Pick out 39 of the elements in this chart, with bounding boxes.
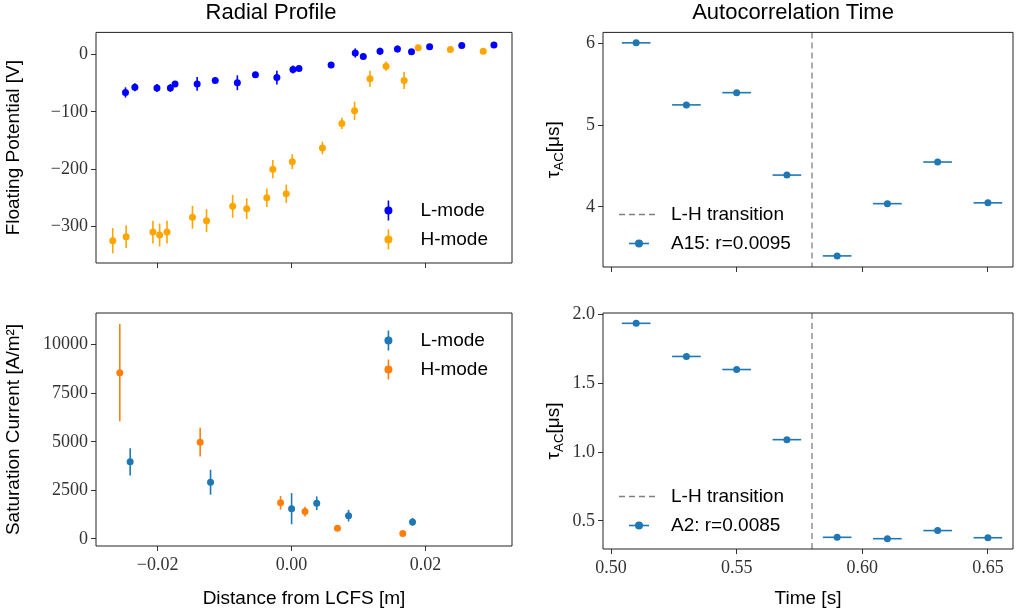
legend-label: H-mode (420, 227, 488, 249)
y-tick-label: 0.5 (572, 509, 595, 530)
ref-line-label: L-H transition (671, 202, 784, 224)
x-tick-label: 0.55 (720, 556, 753, 577)
y-tick-label: 5 (586, 114, 595, 135)
y-tick-label: −100 (50, 100, 88, 121)
y-axis-title: Saturation Current [A/m²] (2, 323, 24, 536)
ref-line-label: L-H transition (671, 484, 784, 506)
chart-title: Radial Profile (205, 0, 337, 25)
legend-label: L-mode (420, 198, 485, 220)
y-axis-title: τAC[μs] (542, 402, 567, 460)
y-tick-label: 1.5 (572, 372, 595, 393)
y-tick-label: 6 (586, 32, 595, 53)
y-tick-label: 0 (79, 527, 88, 548)
x-axis-title: Distance from LCFS [m] (202, 586, 406, 608)
y-tick-label: 4 (586, 195, 595, 216)
y-tick-label: 7500 (52, 381, 88, 402)
x-tick-label: −0.02 (136, 553, 179, 574)
y-tick-label: −300 (50, 215, 88, 236)
legend-label: A2: r=0.0085 (671, 513, 781, 535)
y-tick-label: 10000 (43, 333, 88, 354)
x-axis-title: Time [s] (774, 586, 842, 608)
x-tick-label: 0.65 (972, 556, 1004, 577)
y-tick-label: 2500 (52, 479, 88, 500)
y-tick-label: 1.0 (572, 440, 595, 461)
x-tick-label: 0.02 (409, 553, 442, 574)
legend-label: H-mode (420, 357, 488, 379)
y-axis-title: Floating Potential [V] (2, 60, 24, 236)
y-tick-label: −200 (50, 157, 88, 178)
x-tick-label: 0.00 (275, 553, 308, 574)
chart-title: Autocorrelation Time (692, 0, 894, 25)
y-axis-title: τAC[μs] (542, 121, 567, 179)
y-tick-label: 5000 (52, 430, 88, 451)
legend-label: A15: r=0.0095 (671, 231, 791, 253)
legend-label: L-mode (420, 328, 485, 350)
y-tick-label: 0 (79, 43, 88, 64)
x-tick-label: 0.50 (595, 556, 627, 577)
y-tick-label: 2.0 (572, 303, 595, 324)
x-tick-label: 0.60 (846, 556, 879, 577)
